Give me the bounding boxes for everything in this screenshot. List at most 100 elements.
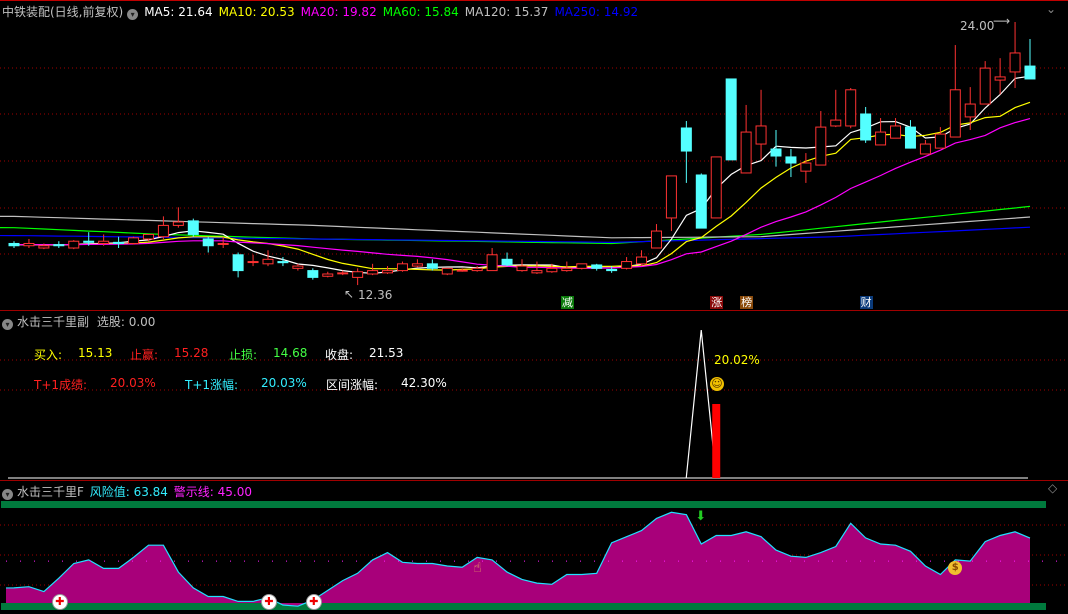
ma-legend-item: MA20: 19.82: [300, 5, 377, 19]
candle: [561, 267, 573, 272]
candle: [277, 261, 289, 264]
candle: [471, 267, 483, 272]
signal-marker[interactable]: 榜: [740, 296, 754, 309]
buy-label: 买入:: [34, 348, 63, 362]
candle: [232, 254, 244, 272]
candle: [949, 89, 961, 138]
candle: [262, 258, 274, 265]
candle: [352, 271, 364, 278]
ma-legend-item: MA120: 15.37: [464, 5, 549, 19]
ma-line-ma5: [13, 75, 1031, 274]
candle: [740, 131, 752, 174]
high-price-label: 24.00: [960, 19, 995, 33]
candle: [187, 220, 199, 235]
candle: [128, 237, 140, 244]
candle: [441, 267, 453, 275]
candle: [23, 242, 35, 247]
chevron-down-icon[interactable]: ▾: [2, 489, 13, 500]
bottom-band: [1, 603, 1046, 610]
candle: [202, 238, 214, 247]
chevron-down-icon[interactable]: ▾: [2, 319, 13, 330]
candle: [411, 263, 423, 267]
candle: [456, 269, 468, 272]
candle: [860, 113, 872, 141]
plus-circle-icon: ✚: [51, 594, 68, 610]
candle: [755, 125, 767, 145]
candle: [890, 125, 902, 139]
ma-line-ma250: [0, 226, 1031, 244]
t1-gain-value: 20.03%: [261, 376, 307, 390]
candle: [934, 133, 946, 149]
low-arrow-icon: ↖: [344, 287, 355, 301]
signal-marker[interactable]: 减: [560, 296, 574, 309]
candle: [979, 67, 991, 105]
smiley-icon: ☺: [710, 377, 724, 391]
candle: [68, 240, 80, 249]
candle: [486, 254, 498, 272]
candle: [38, 245, 50, 249]
candle: [606, 268, 618, 272]
candle: [800, 162, 812, 172]
close-value: 21.53: [369, 346, 404, 360]
spike-value-label: 20.02%: [714, 353, 760, 367]
plus-circle-icon: ✚: [261, 594, 277, 610]
candle: [382, 270, 394, 274]
candle: [695, 174, 707, 229]
range-gain-value: 42.30%: [401, 376, 447, 390]
candle: [725, 78, 737, 161]
candle: [650, 230, 662, 249]
candle: [98, 240, 110, 244]
top-band: [1, 501, 1046, 508]
signal-spike: [685, 329, 717, 479]
t1-result-value: 20.03%: [110, 376, 156, 390]
risk-value: 风险值: 63.84: [89, 485, 168, 499]
candle: [845, 89, 857, 127]
candle: [113, 241, 125, 244]
candle: [576, 263, 588, 269]
main-header: 中铁装配(日线,前复权) ▾ MA5: 21.64 MA10: 20.53 MA20: …: [2, 3, 650, 20]
ma-line-ma10: [13, 101, 1031, 271]
low-price-label: 12.36: [358, 288, 393, 302]
risk-line: [5, 511, 1031, 607]
candle: [396, 263, 408, 272]
candle: [83, 240, 95, 243]
chevron-down-icon[interactable]: ▾: [127, 9, 139, 20]
candle: [815, 126, 827, 166]
high-arrow-icon: ⟶: [993, 14, 1011, 28]
candle: [337, 272, 349, 275]
candle: [367, 270, 379, 275]
candle: [501, 258, 513, 266]
stock-title: 中铁装配(日线,前复权): [2, 5, 124, 19]
candle: [904, 126, 916, 149]
candle: [919, 143, 931, 155]
buy-value: 15.13: [78, 346, 113, 360]
candle: [621, 261, 633, 269]
signal-marker[interactable]: 财: [859, 296, 873, 309]
candle: [994, 76, 1006, 81]
candle: [875, 131, 887, 146]
diamond-icon[interactable]: ◇: [1048, 481, 1058, 495]
candle: [1024, 65, 1036, 80]
ma-legend-item: MA250: 14.92: [554, 5, 639, 19]
candle: [426, 263, 438, 269]
sub1-xuangu: 选股: 0.00: [96, 315, 156, 329]
candle: [770, 148, 782, 157]
candle: [636, 256, 648, 265]
plus-circle-icon: ✚: [305, 594, 322, 610]
candle: [172, 221, 184, 226]
ma-line-ma120: [0, 215, 1031, 239]
candle: [830, 119, 842, 127]
sub2-header: ▾ 水击三千里F 风险值: 63.84 警示线: 45.00: [2, 483, 252, 500]
candle: [710, 156, 722, 219]
ma-legend-item: MA60: 15.84: [382, 5, 459, 19]
signal-marker[interactable]: 涨: [710, 296, 724, 309]
collapse-chevron-icon[interactable]: ⌄: [1046, 2, 1057, 16]
ma-legend-item: MA10: 20.53: [218, 5, 295, 19]
risk-area: [6, 512, 1030, 607]
ma-legend-item: MA5: 21.64: [144, 5, 213, 19]
stop-loss-value: 14.68: [273, 346, 308, 360]
take-profit-label: 止赢:: [130, 348, 159, 362]
candle: [217, 242, 229, 245]
candle: [680, 127, 692, 152]
candle: [142, 233, 154, 240]
